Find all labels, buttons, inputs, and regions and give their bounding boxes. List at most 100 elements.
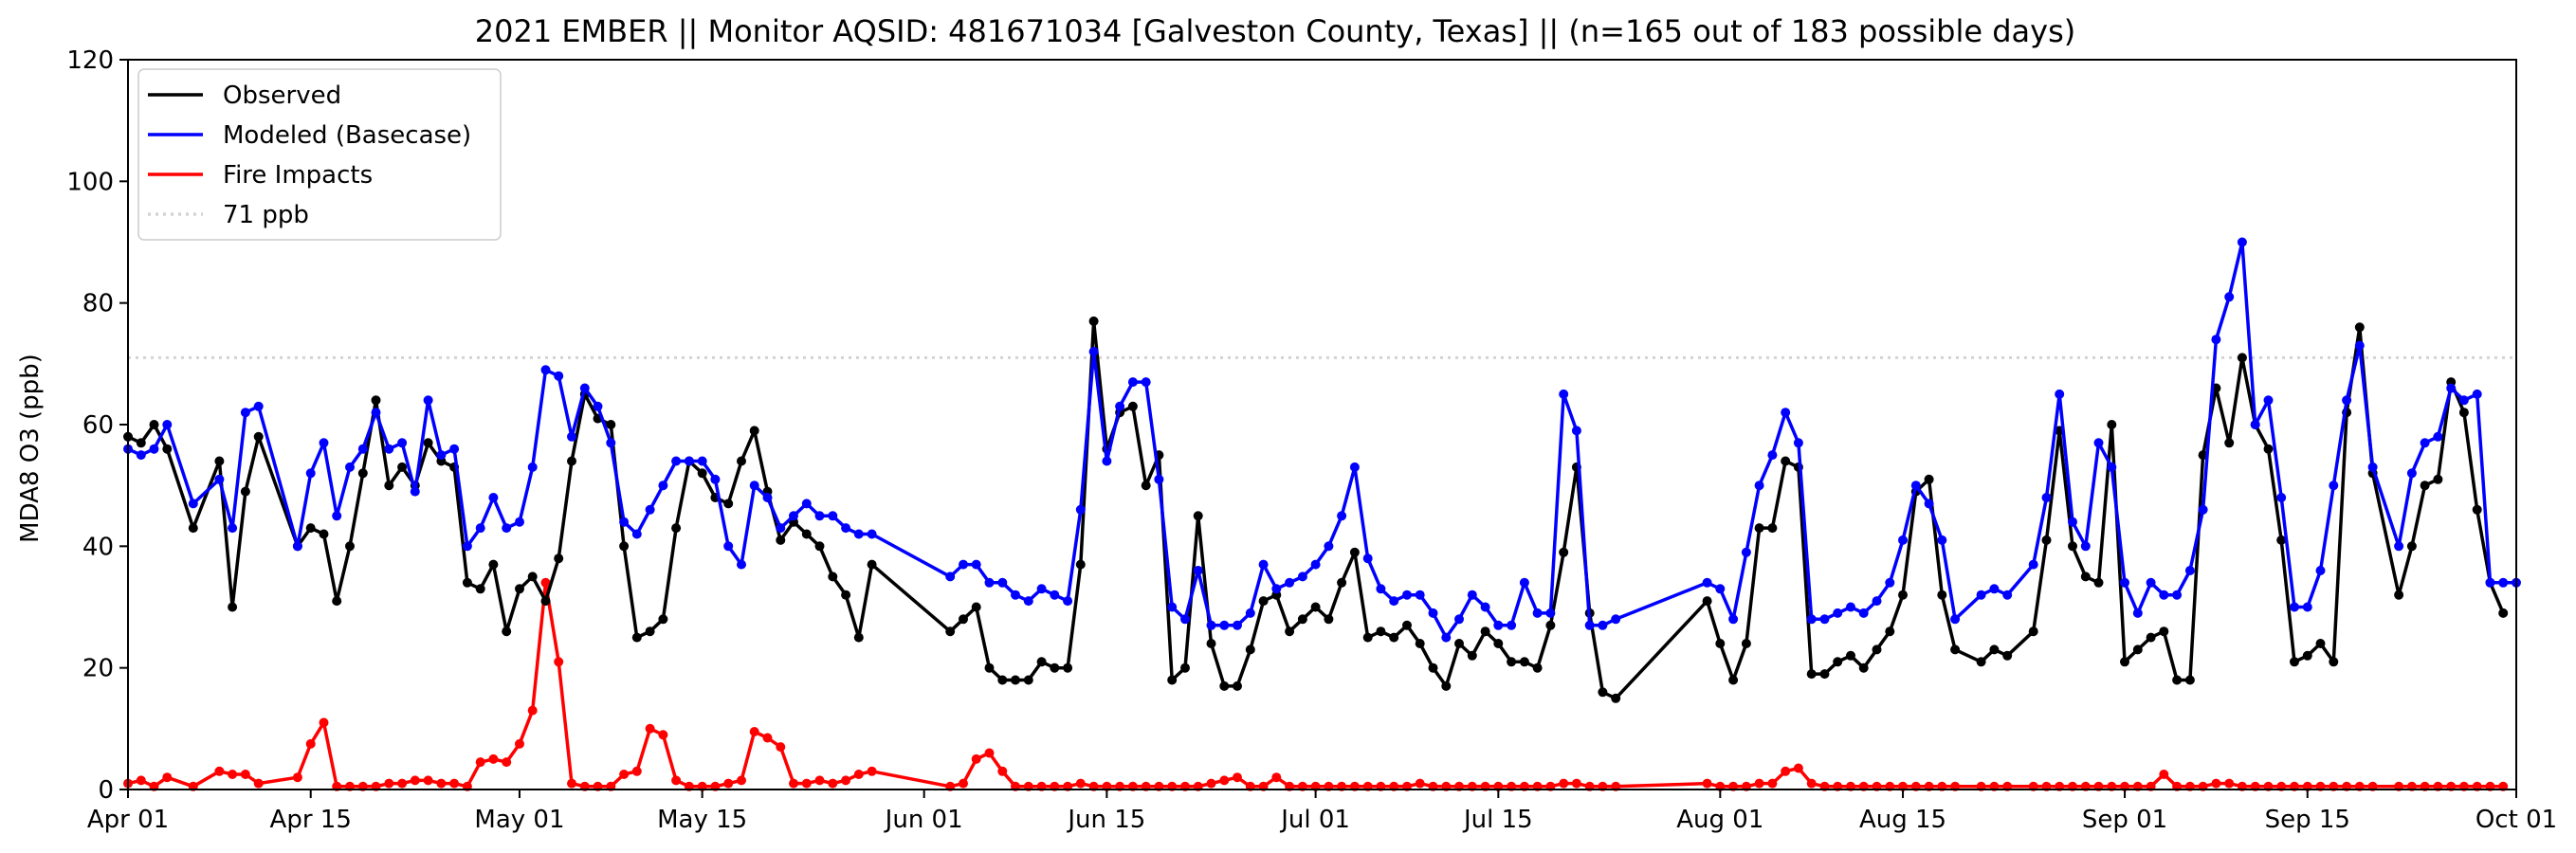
data-point-modeled-basecase <box>684 456 694 466</box>
data-point-modeled-basecase <box>1415 590 1425 600</box>
y-tick-label: 40 <box>82 533 114 561</box>
data-point-observed <box>305 523 316 534</box>
data-point-modeled-basecase <box>1454 614 1464 625</box>
data-point-fire-impacts <box>554 657 564 667</box>
data-point-modeled-basecase <box>2315 566 2326 575</box>
data-point-modeled-basecase <box>1011 590 1020 600</box>
data-point-modeled-basecase <box>397 438 408 448</box>
data-point-modeled-basecase <box>1976 590 1986 600</box>
data-point-modeled-basecase <box>1910 481 1921 491</box>
data-point-fire-impacts <box>1271 772 1282 783</box>
data-point-modeled-basecase <box>697 456 707 466</box>
data-point-modeled-basecase <box>162 420 173 429</box>
data-point-modeled-basecase <box>2146 577 2156 588</box>
data-point-modeled-basecase <box>2198 504 2208 515</box>
data-point-modeled-basecase <box>1872 596 1882 607</box>
data-point-modeled-basecase <box>2394 541 2404 552</box>
data-point-modeled-basecase <box>2041 493 2052 502</box>
data-point-observed <box>1819 669 1830 680</box>
data-point-observed <box>488 559 499 570</box>
data-point-modeled-basecase <box>1715 584 1726 594</box>
data-point-modeled-basecase <box>2172 590 2183 600</box>
data-point-fire-impacts <box>2159 770 2169 779</box>
data-point-modeled-basecase <box>1754 481 1764 491</box>
data-point-modeled-basecase <box>1598 620 1608 630</box>
data-point-fire-impacts <box>423 775 433 786</box>
data-point-modeled-basecase <box>1193 566 1203 575</box>
data-point-fire-impacts <box>305 738 316 749</box>
data-point-modeled-basecase <box>1781 408 1791 418</box>
data-point-modeled-basecase <box>2107 462 2117 472</box>
data-point-modeled-basecase <box>2420 438 2430 448</box>
x-tick-label: Jun 01 <box>884 806 963 834</box>
x-tick-label: Apr 01 <box>87 806 169 834</box>
data-point-fire-impacts <box>449 778 460 789</box>
data-point-observed <box>1362 632 1373 643</box>
data-point-observed <box>1324 614 1334 625</box>
data-point-observed <box>1258 596 1269 607</box>
data-point-observed <box>136 438 146 448</box>
data-point-observed <box>2107 420 2117 429</box>
data-point-modeled-basecase <box>462 541 472 552</box>
data-point-modeled-basecase <box>214 474 225 484</box>
data-point-modeled-basecase <box>319 438 329 448</box>
data-point-observed <box>1297 614 1307 625</box>
data-point-modeled-basecase <box>2302 602 2312 612</box>
data-point-observed <box>1402 620 1412 630</box>
data-point-modeled-basecase <box>2485 577 2495 588</box>
data-point-modeled-basecase <box>1023 596 1033 607</box>
data-point-modeled-basecase <box>1324 541 1334 552</box>
data-point-modeled-basecase <box>488 493 499 502</box>
data-point-fire-impacts <box>789 778 798 789</box>
data-point-observed <box>606 420 616 429</box>
data-point-modeled-basecase <box>1402 590 1412 600</box>
data-point-observed <box>631 632 642 643</box>
data-point-modeled-basecase <box>1180 614 1190 625</box>
data-point-observed <box>1559 547 1569 557</box>
data-point-observed <box>1127 401 1138 411</box>
data-point-modeled-basecase <box>593 401 603 411</box>
series-line-fire-impacts <box>127 581 2504 789</box>
data-point-observed <box>2420 481 2430 491</box>
data-point-observed <box>2002 650 2013 661</box>
data-point-modeled-basecase <box>1924 499 1934 509</box>
data-point-modeled-basecase <box>228 523 238 534</box>
data-point-observed <box>1976 657 1986 667</box>
data-point-observed <box>2172 675 2183 685</box>
data-point-observed <box>1415 639 1425 648</box>
data-point-modeled-basecase <box>527 462 538 472</box>
data-point-fire-impacts <box>162 772 173 783</box>
data-point-modeled-basecase <box>2458 395 2469 406</box>
data-point-observed <box>2080 572 2091 582</box>
data-point-modeled-basecase <box>710 474 721 484</box>
data-point-modeled-basecase <box>305 468 316 479</box>
data-point-modeled-basecase <box>1362 554 1373 564</box>
data-point-fire-impacts <box>671 775 682 786</box>
data-point-modeled-basecase <box>959 559 968 570</box>
data-point-modeled-basecase <box>1141 377 1151 388</box>
data-point-modeled-basecase <box>1036 584 1047 594</box>
data-point-modeled-basecase <box>1271 584 1282 594</box>
data-point-observed <box>1950 644 1961 655</box>
data-point-modeled-basecase <box>136 450 146 461</box>
y-tick-label: 120 <box>66 46 114 75</box>
data-point-fire-impacts <box>776 742 786 753</box>
data-point-observed <box>1285 626 1295 637</box>
data-point-modeled-basecase <box>2224 292 2235 302</box>
data-point-fire-impacts <box>136 775 146 786</box>
data-point-observed <box>867 559 877 570</box>
data-point-observed <box>1598 687 1608 698</box>
data-point-modeled-basecase <box>502 523 512 534</box>
data-point-modeled-basecase <box>1154 474 1164 484</box>
data-point-fire-impacts <box>828 778 838 789</box>
data-point-fire-impacts <box>1415 778 1425 789</box>
data-point-observed <box>2132 644 2143 655</box>
data-point-observed <box>540 596 551 607</box>
data-point-fire-impacts <box>853 770 864 779</box>
series-line-modeled-basecase <box>127 240 2516 640</box>
data-point-modeled-basecase <box>762 493 773 502</box>
data-point-observed <box>1741 639 1751 648</box>
data-point-modeled-basecase <box>867 529 877 539</box>
data-point-observed <box>1846 650 1855 661</box>
data-point-observed <box>1050 662 1060 673</box>
